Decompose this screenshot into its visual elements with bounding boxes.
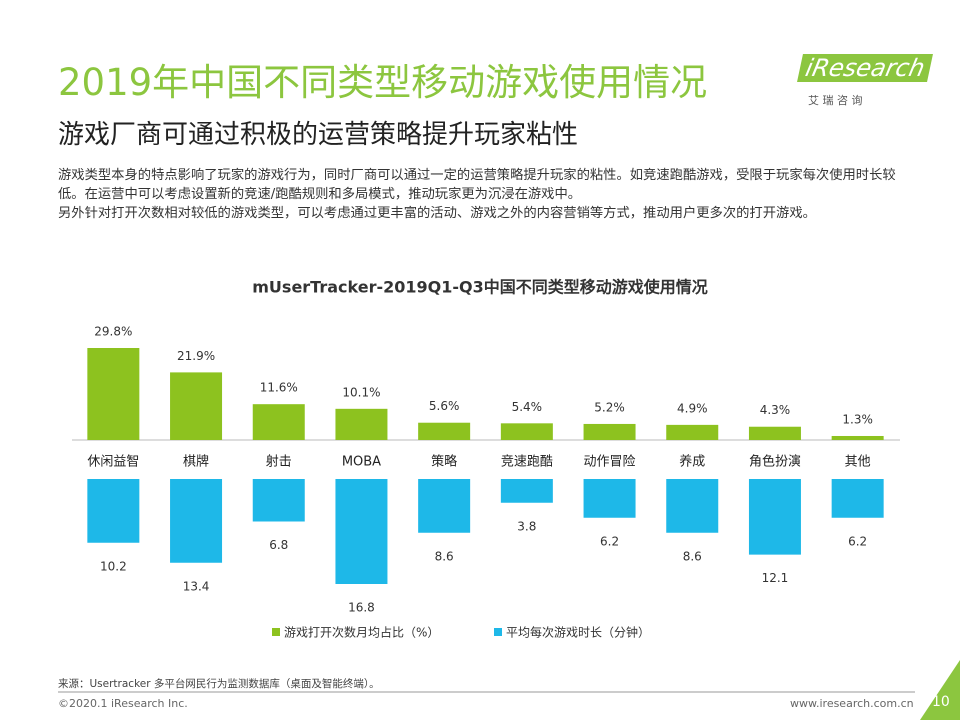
- value-label: 4.3%: [760, 403, 791, 417]
- bar: [583, 479, 636, 518]
- value-label: 11.6%: [260, 381, 298, 395]
- value-label: 5.6%: [429, 399, 460, 413]
- value-label: 6.8: [269, 538, 288, 552]
- value-label: 5.2%: [594, 400, 625, 414]
- page-number: 10: [932, 694, 950, 710]
- bar: [418, 479, 471, 533]
- source: 来源：Usertracker 多平台网民行为监测数据库（桌面及智能终端）。: [58, 678, 380, 690]
- bar: [335, 408, 388, 440]
- slide-subtitle: 游戏厂商可通过积极的运营策略提升玩家粘性: [58, 120, 579, 150]
- chart-title: mUserTracker-2019Q1-Q3中国不同类型移动游戏使用情况: [252, 278, 708, 297]
- value-label: 16.8: [348, 601, 375, 615]
- value-label: 4.9%: [677, 401, 708, 415]
- bar: [748, 479, 801, 555]
- bar: [170, 479, 223, 563]
- legend-swatch: [494, 628, 502, 636]
- bar: [831, 479, 884, 518]
- value-label: 6.2: [848, 534, 867, 548]
- x-tick-label: 角色扮演: [749, 454, 801, 470]
- bar: [748, 426, 801, 440]
- x-tick-label: 休闲益智: [87, 455, 139, 470]
- value-label: 8.6: [683, 549, 702, 563]
- legend-label: 游戏打开次数月均占比（%）: [284, 625, 439, 640]
- copyright: ©2020.1 iResearch Inc.: [58, 697, 188, 710]
- bar: [87, 348, 140, 440]
- value-label: 13.4: [183, 579, 210, 593]
- value-label: 12.1: [762, 571, 789, 585]
- value-label: 3.8: [517, 519, 536, 533]
- bar: [500, 423, 553, 440]
- x-tick-label: 竞速跑酷: [501, 454, 553, 470]
- bar: [87, 479, 140, 543]
- value-label: 10.1%: [342, 385, 380, 399]
- website: www.iresearch.com.cn: [790, 697, 914, 710]
- slide-title: 2019年中国不同类型移动游戏使用情况: [58, 61, 708, 104]
- value-label: 6.2: [600, 534, 619, 548]
- value-label: 1.3%: [842, 412, 873, 426]
- x-tick-label: 策略: [431, 454, 457, 470]
- x-tick-label: 动作冒险: [584, 455, 636, 470]
- value-label: 8.6: [435, 549, 454, 563]
- bar: [418, 422, 471, 440]
- paragraph: 游戏类型本身的特点影响了玩家的游戏行为，同时厂商可以通过一定的运营策略提升玩家的…: [58, 168, 896, 202]
- legend-swatch: [272, 628, 280, 636]
- x-tick-label: 养成: [679, 454, 705, 470]
- x-tick-label: 其他: [845, 455, 871, 470]
- x-tick-label: MOBA: [342, 455, 381, 470]
- value-label: 29.8%: [94, 325, 132, 339]
- bar: [666, 424, 719, 440]
- bar: [252, 404, 305, 440]
- bar: [666, 479, 719, 533]
- bar: [335, 479, 388, 584]
- logo-sub: 艾 瑞 咨 询: [808, 94, 863, 107]
- bar: [500, 479, 553, 503]
- value-label: 5.4%: [512, 400, 543, 414]
- value-label: 21.9%: [177, 349, 215, 363]
- value-label: 10.2: [100, 559, 127, 573]
- bar: [831, 435, 884, 440]
- bar: [170, 372, 223, 440]
- body-text: 游戏类型本身的特点影响了玩家的游戏行为，同时厂商可以通过一定的运营策略提升玩家的…: [58, 166, 910, 223]
- legend-label: 平均每次游戏时长（分钟）: [506, 625, 650, 640]
- bar: [252, 479, 305, 522]
- paragraph: 另外针对打开次数相对较低的游戏类型，可以考虑通过更丰富的活动、游戏之外的内容营销…: [58, 206, 816, 221]
- x-tick-label: 射击: [266, 454, 292, 470]
- x-tick-label: 棋牌: [183, 454, 209, 470]
- bar: [583, 423, 636, 440]
- corner-mark: [920, 660, 960, 720]
